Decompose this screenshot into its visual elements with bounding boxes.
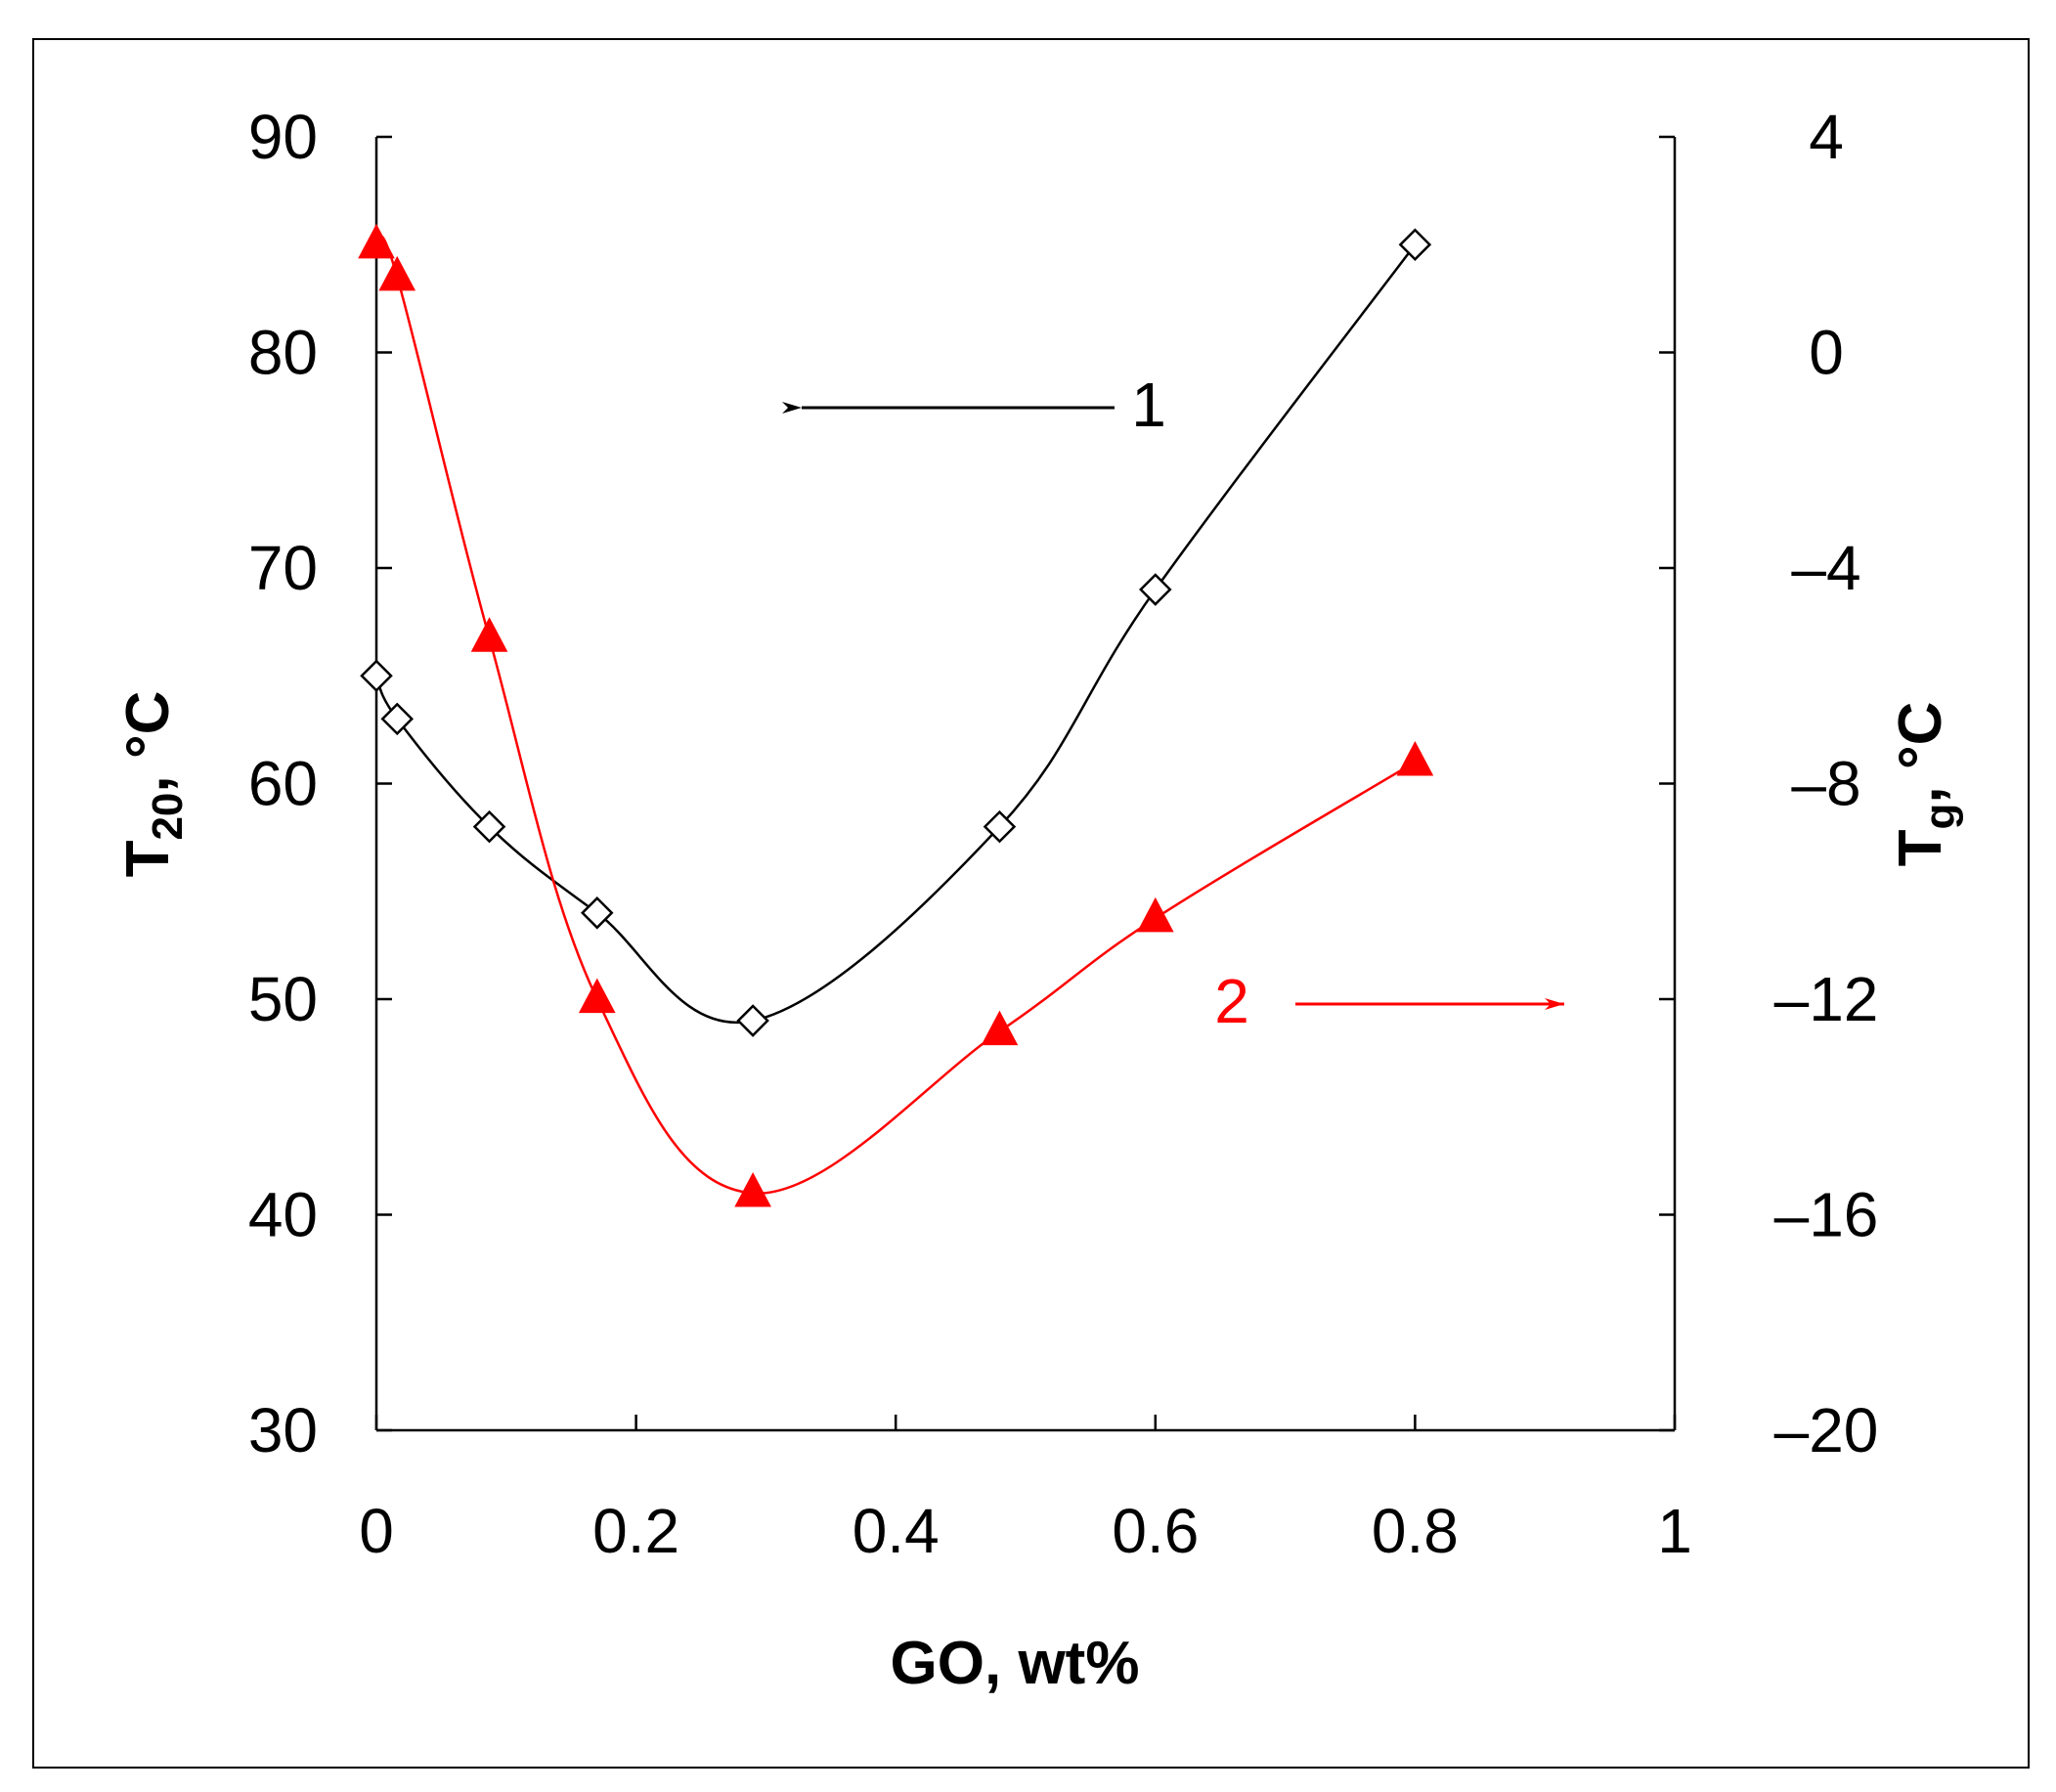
- series-2-point: [378, 255, 416, 291]
- series-1-point: [983, 809, 1017, 844]
- series-lines: [374, 235, 1417, 1195]
- series-line-1: [374, 243, 1417, 1025]
- y-right-title-main: T: [1887, 829, 1954, 866]
- x-tick-label: 0.8: [1372, 1496, 1459, 1566]
- series-2-point: [1136, 896, 1174, 933]
- y-right-tick-label: –12: [1774, 964, 1879, 1034]
- series-1-point: [360, 659, 393, 693]
- y-right-tick-label: –4: [1791, 533, 1860, 603]
- y-left-title-main: T: [114, 840, 182, 877]
- x-tick-label: 0.6: [1112, 1496, 1199, 1566]
- series-2-point: [981, 1010, 1019, 1046]
- y-right-axis-title: Tg, °C: [1887, 702, 1964, 867]
- series-2-point: [470, 617, 508, 652]
- series-1-point: [580, 896, 614, 930]
- y-left-tick-label: 50: [248, 964, 318, 1034]
- y-right-title-sub: g: [1916, 804, 1964, 830]
- annotation-series-1: 1: [782, 370, 1166, 440]
- series-1-point: [472, 809, 506, 844]
- series-2-point: [578, 978, 616, 1014]
- y-right-tick-label: 4: [1809, 102, 1844, 172]
- series-1-point: [380, 702, 415, 736]
- y-right-tick-label: –8: [1791, 749, 1860, 819]
- y-right-tick-label: –16: [1774, 1180, 1879, 1250]
- x-axis-title: GO, wt%: [891, 1630, 1140, 1697]
- series-2-point: [734, 1171, 771, 1207]
- y-left-axis-title: T20, °C: [114, 691, 192, 878]
- y-right-tick-label: –20: [1774, 1395, 1879, 1465]
- y-left-title-unit: , °C: [114, 691, 182, 793]
- series-markers: [358, 223, 1434, 1207]
- series-1-point: [1398, 228, 1432, 262]
- x-tick-label: 1: [1657, 1496, 1692, 1566]
- y-left-tick-label: 40: [248, 1180, 318, 1250]
- x-tick-label: 0: [359, 1496, 394, 1566]
- annotation-series-2: 2: [1214, 966, 1564, 1036]
- x-tick-label: 0.4: [853, 1496, 940, 1566]
- axes: 0 0.2 0.4 0.6 0.8 130405060708090–20–16–12–8–…: [248, 102, 1879, 1566]
- series-2-point: [358, 223, 395, 259]
- y-left-tick-label: 30: [248, 1395, 318, 1465]
- annotation-label-1: 1: [1131, 370, 1166, 440]
- chart-frame: [32, 38, 2030, 1769]
- series-1-point: [736, 1004, 769, 1037]
- y-right-tick-label: 0: [1809, 318, 1844, 388]
- y-left-tick-label: 70: [248, 533, 318, 603]
- x-tick-label: 0.2: [592, 1496, 679, 1566]
- y-left-tick-label: 80: [248, 318, 318, 388]
- annotation-label-2: 2: [1214, 966, 1249, 1036]
- y-left-tick-label: 90: [248, 102, 318, 172]
- y-right-title-unit: , °C: [1887, 702, 1954, 804]
- y-left-title-sub: 20: [144, 793, 192, 841]
- series-line-2: [374, 235, 1417, 1195]
- y-left-tick-label: 60: [248, 749, 318, 819]
- series-2-point: [1396, 740, 1434, 776]
- series-1-point: [1139, 573, 1172, 606]
